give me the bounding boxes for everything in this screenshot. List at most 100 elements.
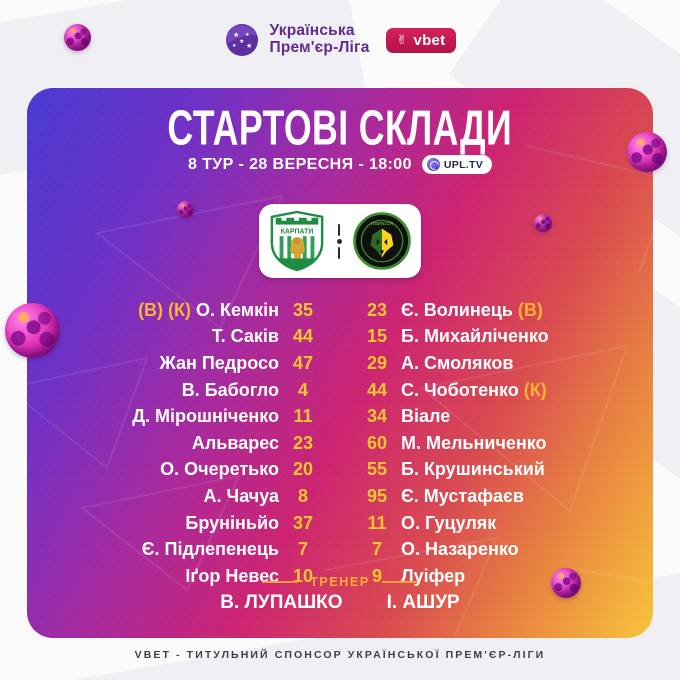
away-player-name: М. Мельниченко [401, 432, 547, 453]
away-player-name: Є. Мустафаєв [401, 485, 524, 506]
away-player-name: Є. Волинець (В) [401, 299, 543, 320]
player-row: Д. Мірошніченко 11 34 Віале [69, 403, 611, 430]
away-team-name: ПОЛІССЯ [371, 221, 394, 227]
decorative-ball-icon [64, 24, 91, 51]
poster-title: СТАРТОВІ СКЛАДИ [167, 99, 513, 156]
home-player-number: 7 [297, 539, 308, 560]
player-row: А. Чачуа 8 95 Є. Мустафаєв [69, 483, 611, 510]
player-row: Бруніньйо 37 11 О. Гуцуляк [69, 510, 611, 537]
captain-keeper-marker: (В) [512, 299, 543, 320]
dash-right [381, 581, 418, 583]
away-player-name: Б. Крушинський [401, 459, 545, 480]
home-player-number: 37 [292, 512, 314, 533]
home-player-number: 23 [292, 432, 314, 453]
decorative-ball-icon [5, 303, 60, 358]
coaches-row: В. ЛУПАШКО І. АШУР [27, 592, 653, 614]
header-brand: ★ ★ ★ ★ ★ Українська Прем'єр-Ліга ✌ vbet [0, 22, 680, 58]
lineup-card: СТАРТОВІ СКЛАДИ 8 ТУР - 28 ВЕРЕСНЯ - 18:… [27, 88, 653, 638]
home-player-name: А. Чачуа [203, 485, 279, 506]
decorative-ball-icon [534, 214, 552, 232]
away-player-number: 11 [367, 512, 387, 533]
home-player-name: В. Бабогло [181, 379, 279, 400]
player-row: Є. Підлепенець 7 7 О. Назаренко [69, 536, 611, 563]
home-player-number: 10 [292, 565, 314, 586]
captain-keeper-marker: (К) [518, 379, 547, 400]
away-player-number: 34 [366, 406, 388, 427]
away-player-name: Луіфер [401, 565, 466, 586]
away-player-name: А. Смоляков [401, 352, 514, 373]
away-player-number: 60 [366, 432, 388, 453]
home-coach-name: В. ЛУПАШКО [220, 592, 343, 613]
away-coach-name: І. АШУР [386, 592, 460, 613]
victory-hand-icon: ✌ [396, 32, 408, 48]
player-row: О. Очеретько 20 55 Б. Крушинський [69, 457, 611, 484]
away-player-number: 15 [366, 326, 388, 347]
home-player-number: 44 [292, 326, 314, 347]
home-player-name: О. Очеретько [160, 459, 279, 480]
coach-label: ТРЕНЕР [310, 575, 370, 589]
vbet-logo: ✌ vbet [385, 27, 457, 53]
league-name-line2: Прем'єр-Ліга [269, 39, 370, 56]
away-player-number: 23 [366, 299, 388, 320]
home-player-number: 20 [292, 459, 314, 480]
away-player-name: Б. Михайліченко [401, 326, 549, 347]
player-row: Іґор Невес 10 9 Луіфер [69, 563, 611, 590]
svg-text:★: ★ [232, 43, 237, 49]
player-row: Жан Педросо 47 29 А. Смоляков [69, 350, 611, 377]
home-player-number: 35 [292, 299, 314, 320]
sponsor-footer-text: VBET - ТИТУЛЬНИЙ СПОНСОР УКРАЇНСЬКОЇ ПРЕ… [134, 649, 546, 661]
svg-text:★: ★ [233, 31, 239, 39]
home-player-number: 47 [292, 352, 314, 373]
decorative-ball-icon [627, 132, 667, 172]
player-row: Т. Саків 44 15 Б. Михайліченко [69, 324, 611, 351]
home-player-name: Т. Саків [211, 326, 279, 347]
away-player-number: 55 [366, 459, 388, 480]
captain-keeper-marker: (В) (К) [138, 299, 197, 320]
away-player-number: 9 [371, 565, 382, 586]
home-player-name: Д. Мірошніченко [132, 406, 279, 427]
svg-text:★: ★ [245, 32, 250, 38]
away-player-number: 29 [366, 352, 388, 373]
player-row: (В) (К) О. Кемкін 35 23 Є. Волинець (В) [69, 297, 611, 324]
match-info-text: 8 ТУР - 28 ВЕРЕСНЯ - 18:00 [187, 155, 412, 173]
upltv-badge: UPL.TV [421, 155, 493, 174]
match-info: 8 ТУР - 28 ВЕРЕСНЯ - 18:00 UPL.TV [27, 155, 653, 174]
away-team-logo-polissya: ПОЛІССЯ [353, 212, 411, 270]
upl-ball-logo: ★ ★ ★ ★ ★ [225, 24, 258, 56]
league-name: Українська Прем'єр-Ліга [270, 23, 370, 56]
home-player-number: 4 [297, 379, 308, 400]
away-player-number: 7 [371, 539, 382, 560]
teams-panel: КАРПАТИ ПОЛІССЯ [259, 204, 421, 278]
teams-separator [336, 223, 342, 259]
player-row: В. Бабогло 4 44 С. Чоботенко (К) [69, 377, 611, 404]
decorative-ball-icon [177, 201, 194, 218]
home-player-number: 11 [293, 406, 313, 427]
away-player-name: Віале [401, 406, 451, 427]
home-player-name: Є. Підлепенець [141, 539, 279, 560]
home-team-name: КАРПАТИ [281, 228, 314, 235]
decorative-ball-icon [551, 568, 581, 598]
upltv-label: UPL.TV [443, 158, 484, 171]
away-player-number: 44 [366, 379, 388, 400]
card-noise-texture [27, 88, 653, 638]
away-player-name: С. Чоботенко (К) [401, 379, 547, 400]
players-list: (В) (К) О. Кемкін 35 23 Є. Волинець (В) Т. С… [69, 297, 611, 590]
away-player-number: 95 [366, 485, 388, 506]
home-player-name: Бруніньйо [185, 512, 279, 533]
home-player-name: Жан Педросо [159, 352, 279, 373]
home-player-name: (В) (К) О. Кемкін [138, 299, 279, 320]
svg-text:★: ★ [239, 38, 244, 45]
svg-text:★: ★ [246, 42, 252, 50]
vbet-wordmark: vbet [413, 31, 446, 49]
upltv-icon [426, 158, 440, 171]
away-player-name: О. Назаренко [401, 539, 519, 560]
home-team-logo-karpaty: КАРПАТИ [270, 210, 324, 272]
home-player-name: Іґор Невес [185, 565, 279, 586]
coach-section-header: ТРЕНЕР [27, 575, 653, 589]
dash-left [262, 581, 299, 583]
player-row: Альварес 23 60 М. Мельниченко [69, 430, 611, 457]
away-player-name: О. Гуцуляк [401, 512, 497, 533]
home-player-name: Альварес [191, 432, 279, 453]
home-player-number: 8 [297, 485, 308, 506]
